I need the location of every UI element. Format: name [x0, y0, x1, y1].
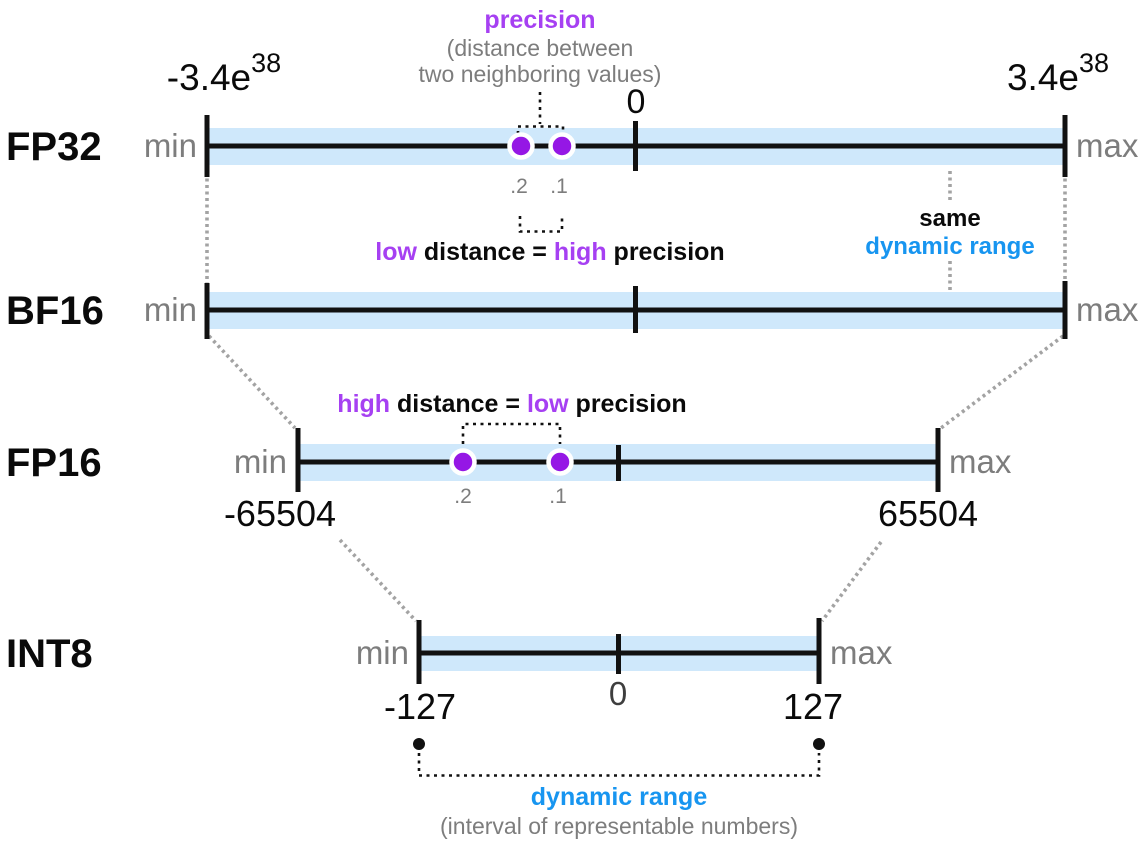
bf16-min-tick — [204, 283, 210, 339]
fp16-max-value: 65504 — [877, 493, 979, 534]
row-label-fp16: FP16 — [6, 441, 102, 485]
fp32-min-label: min — [143, 127, 197, 164]
fp16-min-tick — [295, 428, 301, 492]
row-label-fp32: FP32 — [6, 125, 102, 169]
fp32-value-dot-left — [507, 132, 535, 160]
bf16-zero-tick — [633, 286, 638, 333]
precision-subtitle-line1: (distance between — [446, 35, 634, 61]
int8-max-anchor-dot — [813, 738, 825, 750]
fp32-phrase-mid: distance = — [416, 238, 554, 266]
row-label-int8: INT8 — [6, 632, 93, 676]
bf16-fp16-max-diagonal — [939, 334, 1065, 430]
fp16-int8-min-diagonal — [338, 538, 418, 623]
dynamic-range-subtitle: (interval of representable numbers) — [440, 813, 798, 839]
fp32-min-mantissa: -3.4e — [166, 57, 252, 98]
fp16-phrase-word-high: high — [337, 390, 391, 418]
fp16-phrase-mid: distance = — [390, 390, 527, 418]
fp16-value-dot-left — [449, 448, 477, 476]
bf16-max-tick — [1062, 281, 1068, 339]
dynamic-range-title: dynamic range — [530, 783, 708, 811]
fp16-max-label: max — [949, 443, 1012, 480]
precision-subtitle-line2: two neighboring values) — [418, 61, 662, 87]
fp32-phrase-word-high: high — [553, 238, 607, 266]
same-range-line1: same — [919, 205, 981, 232]
precision-title: precision — [484, 6, 596, 34]
bf16-max-label: max — [1076, 291, 1139, 328]
int8-zero-label: 0 — [608, 675, 628, 712]
same-range-line2: dynamic range — [865, 233, 1035, 260]
fp16-int8-max-diagonal — [820, 540, 883, 623]
fp16-min-label: min — [233, 443, 287, 480]
fp32-phrase-word-low: low — [375, 238, 417, 266]
fp32-max-tick — [1062, 115, 1068, 177]
fp32-dot-left-label: .2 — [510, 175, 528, 198]
fp32-dots-bottom-bracket — [518, 216, 564, 233]
row-label-bf16: BF16 — [6, 289, 104, 333]
dynamic-range-bracket — [417, 753, 821, 777]
fp32-max-label: max — [1076, 127, 1139, 164]
fp32-dots-top-bracket — [516, 125, 565, 134]
fp32-dot-right-label: .1 — [550, 175, 568, 198]
fp16-dot-left-label: .2 — [454, 485, 472, 508]
int8-zero-tick — [616, 634, 621, 674]
fp32-min-exponent: 38 — [251, 48, 282, 78]
fp32-precision-phrase: low distance = high precision — [375, 239, 724, 266]
fp16-phrase-word-low: low — [526, 390, 569, 418]
fp32-zero-label: 0 — [626, 83, 646, 121]
int8-max-value: 127 — [782, 686, 844, 727]
int8-min-value: -127 — [383, 686, 457, 727]
int8-min-label: min — [355, 634, 409, 671]
fp32-phrase-tail: precision — [606, 238, 725, 266]
bf16-fp16-min-diagonal — [207, 334, 297, 430]
bf16-min-label: min — [143, 291, 197, 328]
fp32-max-exponent: 38 — [1078, 48, 1110, 78]
int8-min-anchor-dot — [413, 738, 425, 750]
fp16-dot-right-label: .1 — [549, 485, 567, 508]
int8-min-tick — [416, 620, 422, 684]
fp32-max-value: 3.4e38 — [1006, 50, 1109, 98]
fp16-phrase-tail: precision — [568, 390, 687, 418]
fp32-value-dot-right — [548, 132, 576, 160]
fp16-max-tick — [935, 428, 941, 492]
fp16-dots-top-bracket — [461, 422, 562, 444]
fp32-max-mantissa: 3.4e — [1006, 57, 1079, 98]
fp16-min-value: -65504 — [223, 493, 337, 534]
fp16-zero-tick — [616, 445, 621, 481]
fp32-min-tick — [204, 115, 210, 177]
int8-max-label: max — [830, 634, 893, 671]
fp32-min-value: -3.4e38 — [166, 50, 281, 98]
fp16-value-dot-right — [546, 448, 574, 476]
fp32-zero-tick — [633, 121, 638, 171]
int8-max-tick — [816, 618, 822, 684]
fp16-precision-phrase: high distance = low precision — [337, 391, 686, 418]
